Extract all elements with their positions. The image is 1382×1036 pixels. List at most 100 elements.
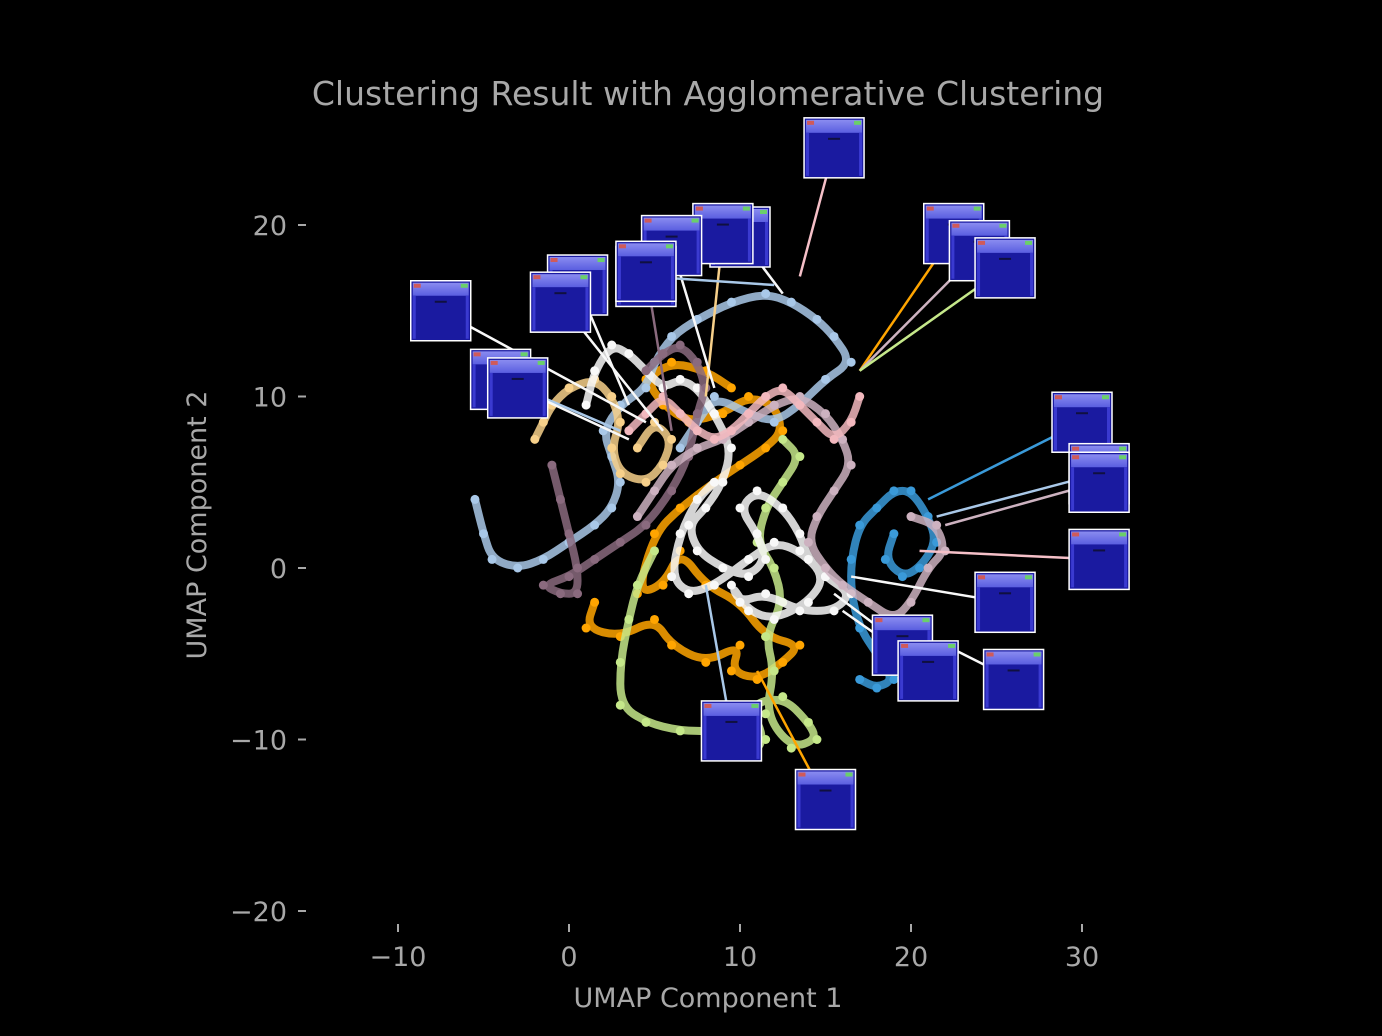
- cluster-point: [846, 554, 856, 564]
- cluster-trail-5: [582, 344, 850, 621]
- cluster-point: [667, 357, 677, 367]
- cluster-point: [632, 580, 642, 590]
- cluster-point: [615, 417, 625, 427]
- cluster-point: [538, 580, 548, 590]
- cluster-point: [803, 554, 813, 564]
- cluster-point: [769, 614, 779, 624]
- cluster-point: [752, 529, 762, 539]
- y-tick-label: 20: [253, 211, 287, 242]
- cluster-point: [675, 503, 685, 513]
- cluster-point: [555, 494, 565, 504]
- cluster-point: [726, 383, 736, 393]
- cluster-point: [692, 494, 702, 504]
- cluster-point: [709, 409, 719, 419]
- cluster-point: [812, 314, 822, 324]
- chart-title: Clustering Result with Agglomerative Clu…: [312, 74, 1104, 113]
- cluster-point: [607, 392, 617, 401]
- thumbnail-image: [1051, 391, 1113, 453]
- cluster-point: [846, 417, 856, 427]
- thumbnail-image: [615, 240, 677, 303]
- cluster-point: [667, 434, 677, 444]
- cluster-point: [701, 657, 711, 667]
- cluster-point: [752, 486, 762, 496]
- cluster-point: [761, 709, 771, 719]
- cluster-point: [778, 426, 788, 436]
- cluster-point: [624, 614, 634, 624]
- cluster-point: [624, 426, 634, 436]
- cluster-point: [607, 443, 617, 453]
- cluster-point: [838, 580, 848, 590]
- cluster-point: [667, 486, 677, 496]
- cluster-point: [786, 743, 796, 753]
- cluster-point: [778, 692, 788, 702]
- cluster-point: [564, 529, 574, 539]
- cluster-point: [778, 383, 788, 393]
- cluster-point: [846, 460, 856, 470]
- thumbnail-image: [982, 648, 1045, 711]
- y-tick-label: −10: [230, 726, 287, 757]
- cluster-point: [675, 340, 685, 350]
- cluster-point: [632, 512, 642, 522]
- cluster-point: [812, 735, 822, 744]
- cluster-point: [795, 640, 805, 650]
- cluster-point: [667, 640, 677, 650]
- cluster-point: [821, 409, 830, 419]
- thumbnail-image: [974, 237, 1036, 299]
- cluster-point: [761, 554, 771, 564]
- cluster-point: [829, 434, 839, 444]
- cluster-point: [803, 717, 813, 727]
- thumbnail-image: [1068, 451, 1130, 513]
- cluster-point: [761, 289, 771, 299]
- thumbnail-image: [974, 571, 1036, 634]
- y-axis-title: UMAP Component 2: [182, 391, 213, 660]
- cluster-point: [470, 494, 480, 504]
- cluster-point: [778, 657, 788, 667]
- cluster-point: [709, 477, 719, 487]
- cluster-point: [650, 614, 659, 624]
- cluster-point: [726, 666, 736, 676]
- cluster-point: [915, 563, 925, 573]
- cluster-point: [675, 443, 685, 453]
- y-tick-label: 0: [270, 554, 287, 585]
- cluster-point: [795, 452, 805, 462]
- cluster-point: [718, 563, 728, 573]
- cluster-point: [650, 529, 659, 539]
- x-tick-label: 30: [1065, 942, 1099, 973]
- cluster-point: [829, 486, 839, 496]
- cluster-point: [615, 657, 625, 667]
- cluster-point: [667, 331, 677, 341]
- x-tick-label: −10: [370, 942, 427, 973]
- cluster-point: [624, 349, 634, 359]
- cluster-point: [872, 503, 882, 513]
- cluster-point: [880, 554, 890, 564]
- cluster-point: [769, 563, 779, 573]
- cluster-point: [821, 374, 830, 384]
- x-tick-label: 20: [894, 942, 928, 973]
- cluster-point: [632, 443, 642, 453]
- cluster-point: [769, 666, 779, 676]
- cluster-point: [709, 580, 719, 590]
- cluster-point: [872, 683, 882, 693]
- cluster-point: [778, 503, 788, 513]
- cluster-point: [761, 735, 771, 744]
- cluster-point: [675, 409, 685, 419]
- cluster-point: [761, 632, 771, 642]
- thumbnail-image: [897, 640, 959, 702]
- thumbnail-image: [1068, 528, 1130, 591]
- cluster-point: [735, 503, 745, 513]
- cluster-point: [803, 537, 813, 547]
- cluster-point: [778, 434, 788, 444]
- cluster-point: [795, 546, 805, 556]
- cluster-point: [547, 460, 557, 470]
- cluster-point: [726, 297, 736, 307]
- y-tick-label: 10: [253, 383, 287, 414]
- cluster-point: [761, 589, 771, 599]
- cluster-point: [675, 374, 685, 384]
- cluster-point: [692, 383, 702, 393]
- cluster-point: [709, 434, 719, 444]
- cluster-point: [573, 563, 583, 573]
- cluster-point: [906, 597, 916, 607]
- thumbnail-image: [529, 271, 592, 333]
- cluster-point: [658, 460, 668, 470]
